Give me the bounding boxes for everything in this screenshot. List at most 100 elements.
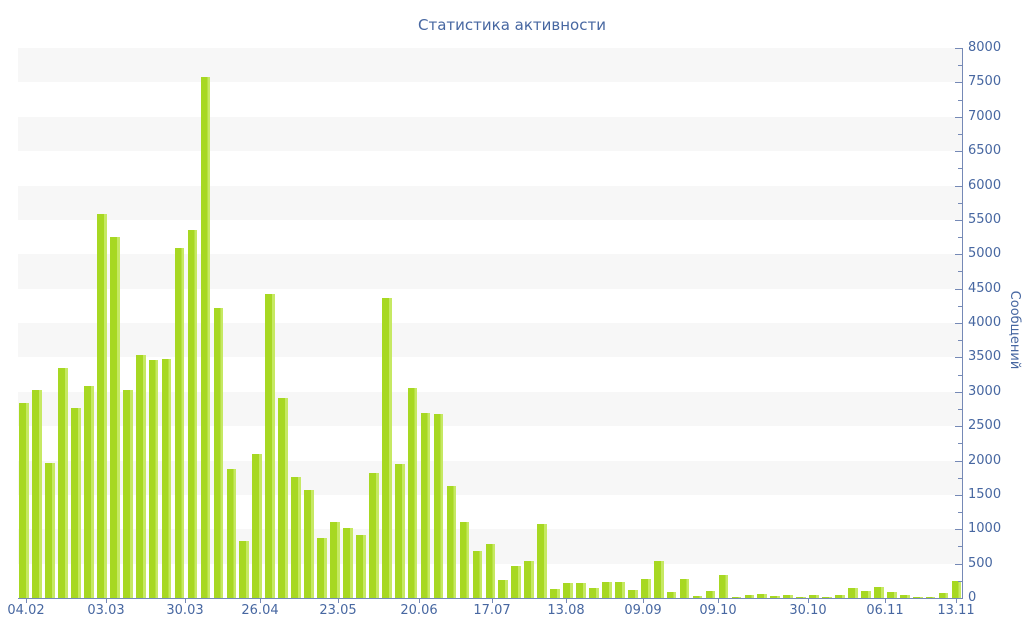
x-axis-tick bbox=[718, 599, 719, 603]
bar[interactable] bbox=[679, 579, 690, 598]
bar[interactable] bbox=[239, 540, 250, 598]
bar[interactable] bbox=[718, 574, 729, 598]
grid-band bbox=[18, 460, 962, 495]
bar[interactable] bbox=[524, 560, 535, 598]
bar[interactable] bbox=[187, 230, 198, 598]
bar[interactable] bbox=[213, 307, 224, 598]
y-axis-minor-tick bbox=[958, 340, 962, 342]
bar[interactable] bbox=[433, 413, 444, 598]
bar[interactable] bbox=[861, 591, 871, 598]
y-axis-major-tick bbox=[955, 288, 962, 290]
bar[interactable] bbox=[938, 593, 949, 598]
bar[interactable] bbox=[226, 469, 237, 598]
bar[interactable] bbox=[109, 237, 120, 598]
bar[interactable] bbox=[848, 587, 858, 598]
bar[interactable] bbox=[343, 527, 353, 598]
bar[interactable] bbox=[19, 402, 29, 598]
bar[interactable] bbox=[485, 543, 496, 598]
bar[interactable] bbox=[161, 358, 172, 598]
bar[interactable] bbox=[472, 550, 483, 598]
y-axis-major-tick bbox=[955, 219, 962, 221]
bar[interactable] bbox=[71, 407, 81, 598]
bar[interactable] bbox=[615, 581, 625, 598]
bar[interactable] bbox=[602, 581, 612, 598]
y-axis-tick-label: 3000 bbox=[968, 383, 1002, 399]
y-axis-tick-label: 500 bbox=[968, 555, 993, 571]
y-axis-tick-label: 2500 bbox=[968, 418, 1002, 434]
y-axis-minor-tick bbox=[958, 305, 962, 307]
y-axis-major-tick bbox=[955, 529, 962, 531]
bar[interactable] bbox=[200, 76, 211, 598]
y-axis-tick-label: 5000 bbox=[968, 246, 1002, 262]
bar[interactable] bbox=[627, 589, 638, 598]
bar[interactable] bbox=[394, 463, 405, 598]
bar[interactable] bbox=[951, 580, 962, 598]
bar[interactable] bbox=[304, 490, 314, 598]
bar[interactable] bbox=[576, 582, 586, 598]
bar[interactable] bbox=[381, 298, 392, 598]
bar[interactable] bbox=[135, 354, 146, 598]
bar[interactable] bbox=[899, 594, 910, 598]
y-axis-tick-label: 1500 bbox=[968, 486, 1002, 502]
bar[interactable] bbox=[291, 477, 301, 598]
y-axis-tick-label: 8000 bbox=[968, 40, 1002, 55]
y-axis-major-tick bbox=[955, 598, 962, 599]
bar[interactable] bbox=[925, 596, 936, 598]
grid-band bbox=[18, 323, 962, 358]
bar[interactable] bbox=[666, 591, 677, 598]
y-axis-tick-label: 6500 bbox=[968, 143, 1002, 159]
bar[interactable] bbox=[265, 294, 276, 598]
bar[interactable] bbox=[912, 596, 923, 598]
y-axis-line bbox=[962, 48, 963, 599]
bar[interactable] bbox=[511, 566, 522, 598]
bar[interactable] bbox=[278, 397, 288, 598]
bar[interactable] bbox=[420, 413, 431, 598]
bar[interactable] bbox=[446, 485, 457, 598]
bar[interactable] bbox=[705, 591, 716, 598]
y-axis-major-tick bbox=[955, 185, 962, 187]
bar[interactable] bbox=[744, 594, 755, 598]
bar[interactable] bbox=[32, 389, 42, 598]
y-axis-minor-tick bbox=[958, 237, 962, 239]
bar[interactable] bbox=[783, 595, 794, 598]
bar[interactable] bbox=[731, 596, 742, 598]
bar[interactable] bbox=[45, 462, 55, 598]
bar[interactable] bbox=[886, 591, 897, 598]
x-axis-tick bbox=[185, 599, 186, 603]
bar[interactable] bbox=[822, 596, 832, 598]
bar[interactable] bbox=[148, 360, 159, 598]
bar[interactable] bbox=[407, 388, 418, 598]
bar[interactable] bbox=[174, 248, 185, 598]
bar[interactable] bbox=[770, 595, 781, 598]
bar[interactable] bbox=[874, 587, 884, 598]
x-axis-tick-label: 06.11 bbox=[866, 603, 904, 618]
y-axis-major-tick bbox=[955, 151, 962, 153]
bar[interactable] bbox=[498, 580, 509, 598]
bar[interactable] bbox=[537, 524, 547, 598]
bar[interactable] bbox=[356, 535, 366, 598]
y-axis-minor-tick bbox=[958, 443, 962, 445]
bar[interactable] bbox=[330, 522, 340, 598]
bar[interactable] bbox=[589, 588, 599, 598]
bar[interactable] bbox=[757, 593, 768, 598]
bar[interactable] bbox=[459, 522, 470, 598]
bar[interactable] bbox=[809, 595, 819, 598]
y-axis-major-tick bbox=[955, 563, 962, 565]
bar[interactable] bbox=[692, 595, 703, 598]
bar[interactable] bbox=[122, 389, 133, 598]
grid-band bbox=[18, 254, 962, 289]
bar[interactable] bbox=[835, 594, 845, 598]
bar[interactable] bbox=[317, 537, 327, 598]
y-axis-minor-tick bbox=[958, 168, 962, 170]
bar[interactable] bbox=[796, 597, 806, 598]
bar[interactable] bbox=[640, 578, 651, 598]
bar[interactable] bbox=[653, 560, 664, 598]
y-axis-tick-label: 4000 bbox=[968, 315, 1002, 330]
bar[interactable] bbox=[563, 582, 573, 598]
bar[interactable] bbox=[550, 589, 560, 598]
bar[interactable] bbox=[368, 472, 379, 598]
bar[interactable] bbox=[252, 453, 263, 598]
bar[interactable] bbox=[84, 386, 94, 598]
bar[interactable] bbox=[97, 213, 107, 598]
bar[interactable] bbox=[58, 368, 68, 598]
